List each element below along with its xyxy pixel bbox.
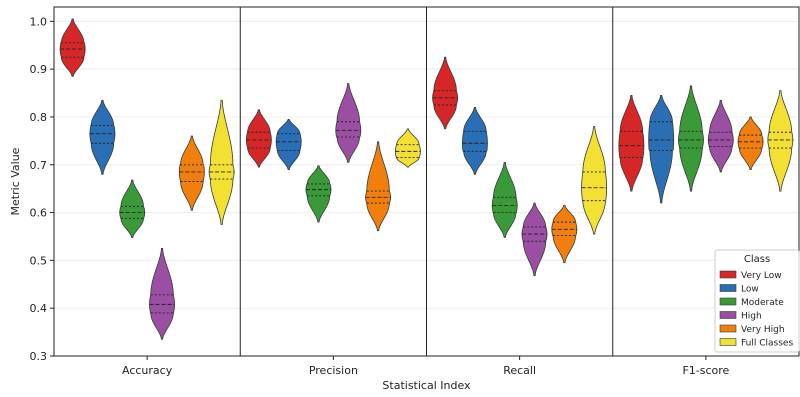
legend-label: Low	[741, 285, 759, 295]
legend: Class Very Low Low Moderate High Very High Fu…	[714, 249, 800, 353]
violin-mark	[581, 126, 608, 235]
violin-mark	[335, 83, 362, 163]
violin-mark	[275, 118, 302, 170]
violin-mark	[149, 248, 175, 340]
legend-title: Class	[744, 254, 770, 265]
legend-swatch	[719, 311, 737, 319]
violin-mark	[432, 56, 459, 130]
violin-mark	[245, 109, 272, 168]
x-tick-label: Recall	[503, 364, 536, 377]
y-tick-label: 0.3	[30, 350, 48, 363]
legend-label: Very High	[741, 325, 785, 335]
y-tick-label: 0.4	[30, 302, 48, 315]
violin-mark	[521, 202, 548, 277]
violin-mark	[208, 99, 235, 225]
legend-swatch	[719, 338, 737, 346]
violin-mark	[551, 204, 578, 264]
violin-mark	[648, 95, 675, 204]
legend-items: Very Low Low Moderate High Very High Full Cla…	[719, 270, 793, 349]
legend-swatch	[719, 270, 737, 279]
y-tick-label: 0.6	[30, 207, 48, 220]
y-tick-label: 0.5	[30, 254, 48, 267]
legend-label: High	[741, 312, 762, 322]
x-tick-label: Precision	[309, 364, 358, 377]
y-tick-label: 0.7	[30, 159, 48, 172]
violin-mark	[178, 135, 205, 211]
violin-mark	[678, 85, 704, 192]
legend-swatch	[719, 297, 737, 306]
violin-mark	[119, 179, 146, 238]
violin-mark	[59, 18, 86, 77]
legend-label: Full Classes	[741, 339, 793, 349]
y-tick-label: 0.9	[30, 63, 48, 76]
violin-mark	[462, 106, 488, 175]
group-separators	[239, 7, 614, 356]
y-tick-label: 1.0	[30, 15, 48, 28]
violin-mark	[737, 116, 764, 170]
violins	[59, 18, 794, 340]
x-tick-label: Accuracy	[122, 364, 173, 377]
x-tick-label: F1-score	[682, 364, 729, 377]
violin-mark	[767, 90, 794, 192]
violin-mark	[394, 128, 421, 168]
y-axis-label: Metric Value	[9, 147, 22, 215]
violin-mark	[491, 161, 518, 238]
y-axis-ticks: 0.3 0.4 0.5 0.6 0.7 0.8 0.9 1.0	[30, 15, 54, 363]
legend-swatch	[719, 284, 737, 292]
y-tick-label: 0.8	[30, 111, 48, 124]
legend-label: Very Low	[741, 271, 782, 281]
x-axis-label: Statistical Index	[382, 379, 471, 392]
x-axis-ticks: Accuracy Precision Recall F1-score	[122, 356, 730, 377]
violin-mark	[89, 99, 116, 175]
violin-mark	[618, 95, 645, 192]
legend-label: Moderate	[741, 298, 784, 308]
violin-mark	[305, 165, 332, 223]
violin-mark	[365, 141, 391, 232]
violin-mark	[707, 99, 734, 173]
legend-swatch	[719, 324, 737, 333]
